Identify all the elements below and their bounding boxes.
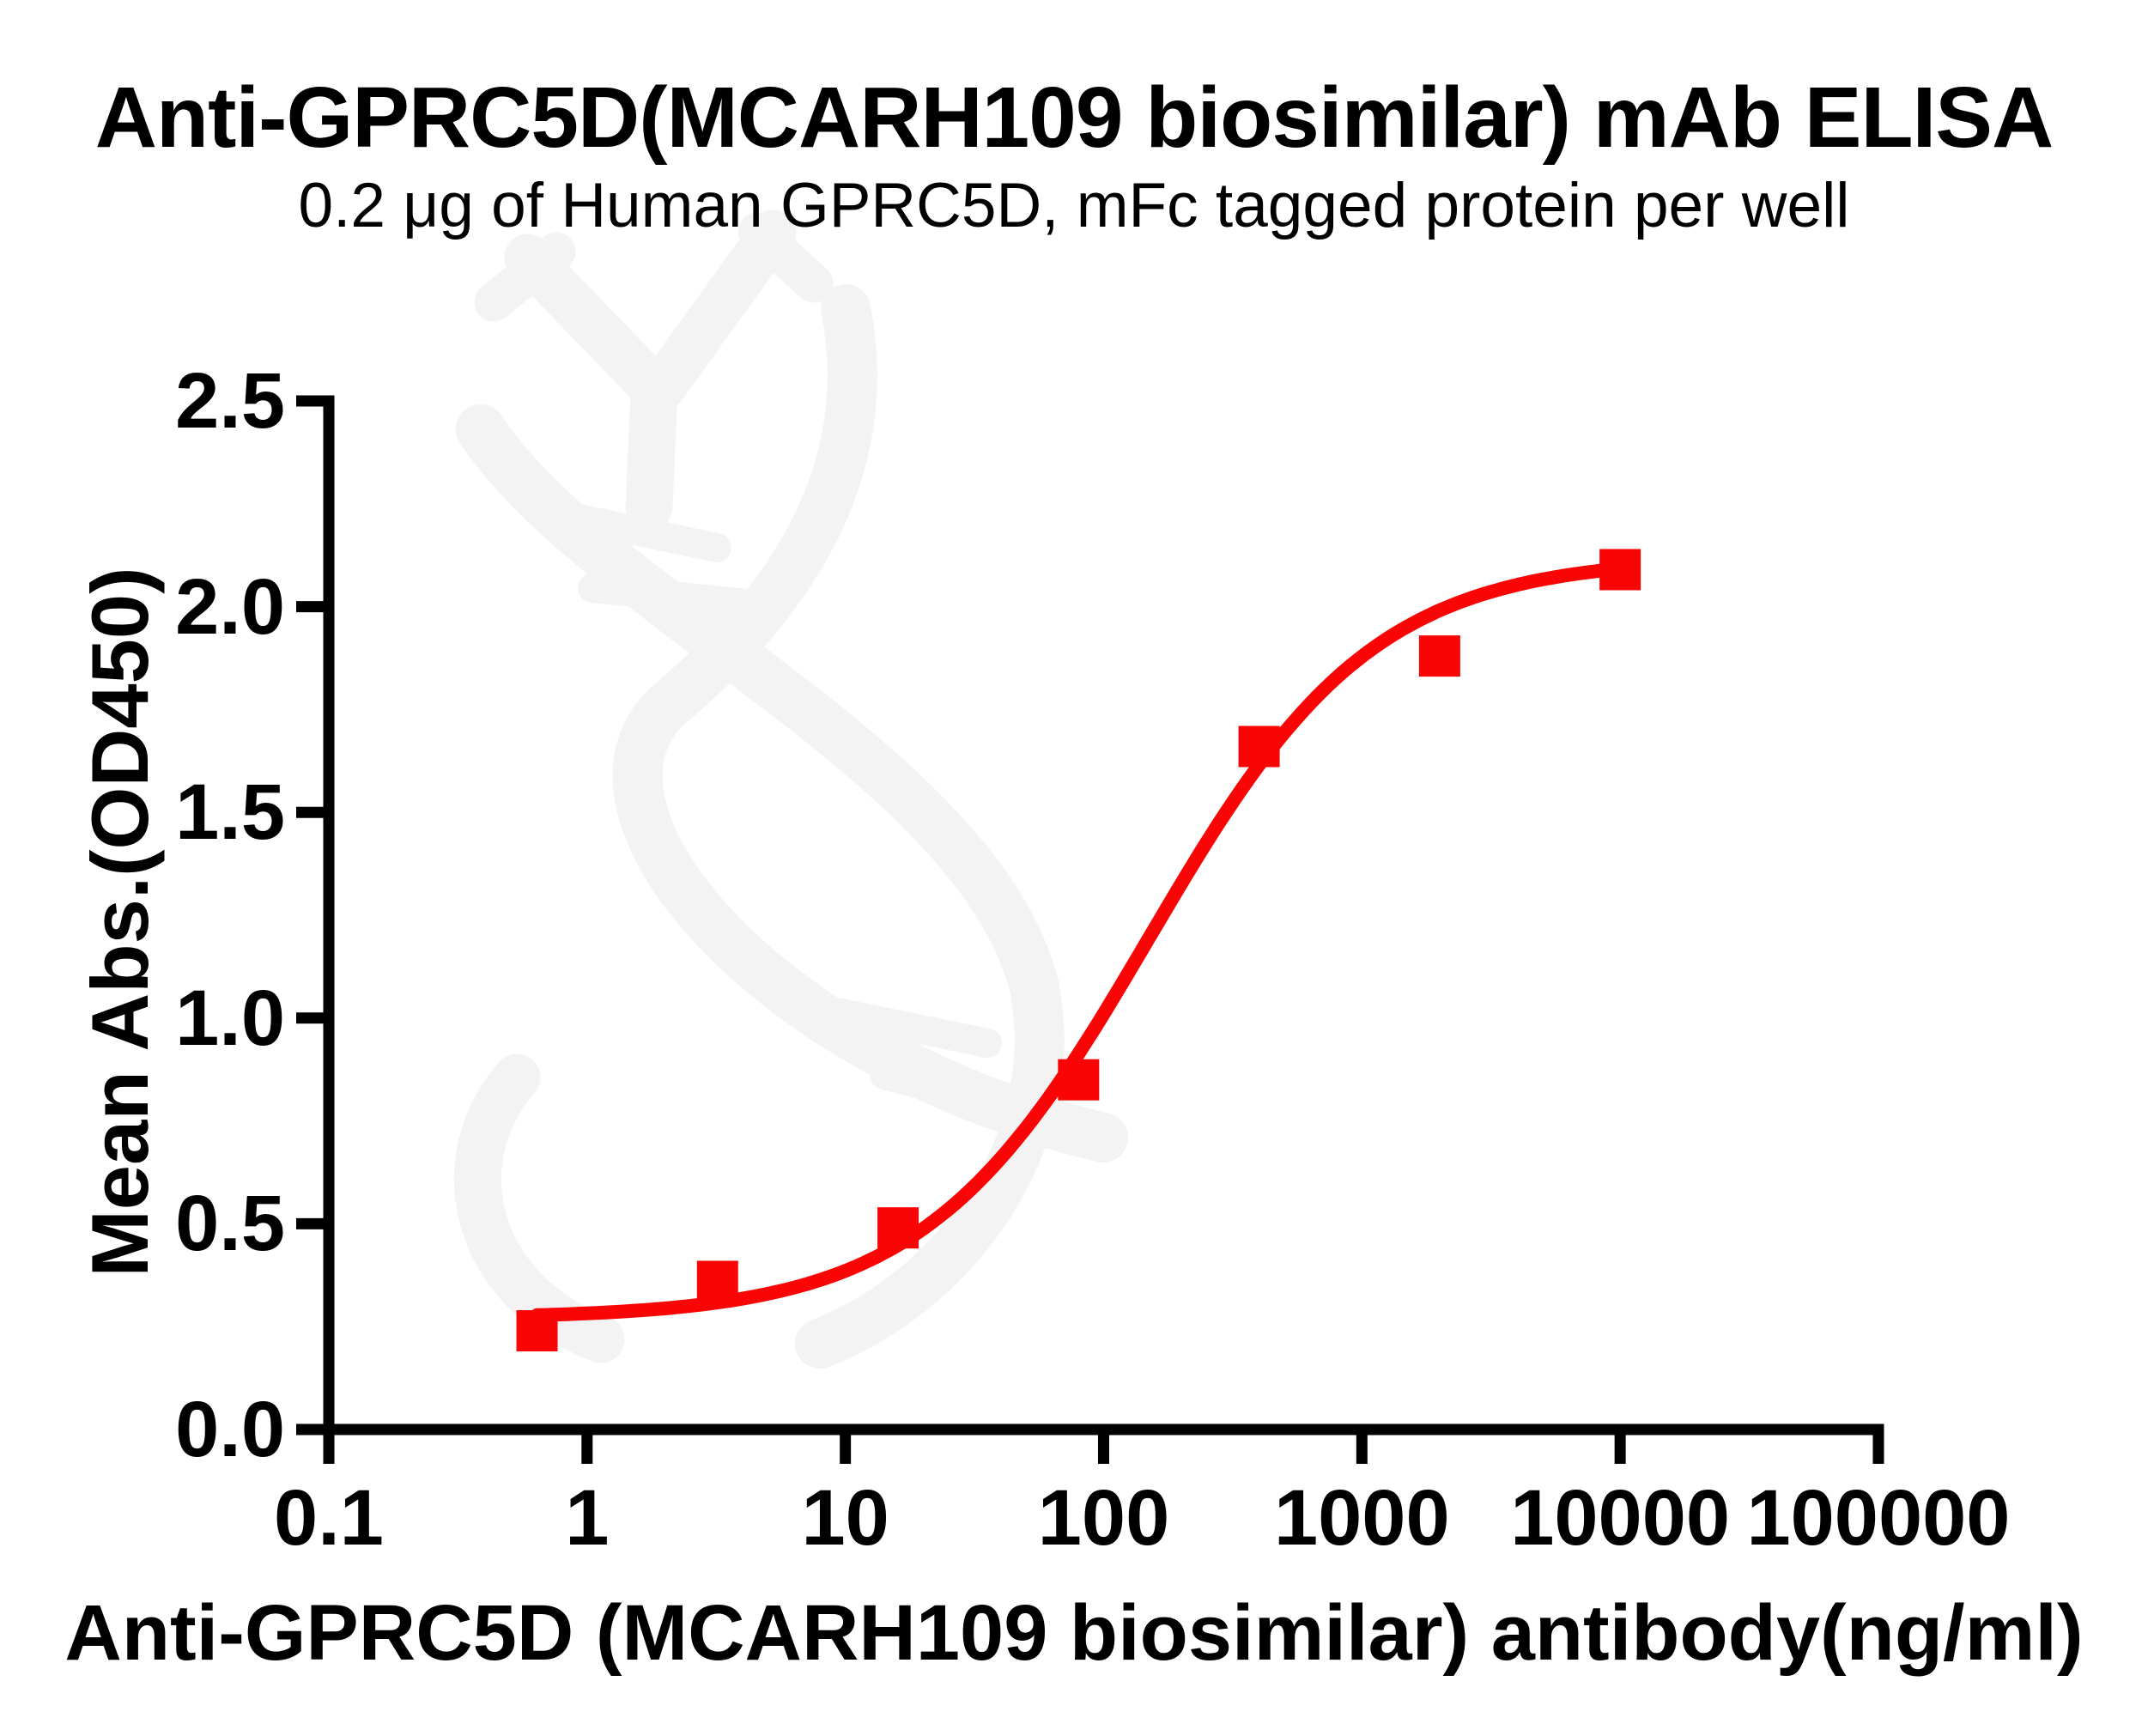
x-axis-title: Anti-GPRC5D (MCARH109 biosimilar) antibo… <box>64 1589 2084 1677</box>
y-tick-label: 2.0 <box>175 562 285 651</box>
y-tick-label: 1.0 <box>175 974 285 1062</box>
x-tick-label: 1 <box>565 1474 610 1562</box>
data-point-marker <box>516 1309 558 1351</box>
x-tick-label: 0.1 <box>274 1474 384 1562</box>
y-tick-label: 0.0 <box>175 1386 285 1473</box>
x-tick-label: 100 <box>1037 1474 1170 1562</box>
data-point-marker <box>1238 725 1280 768</box>
y-tick-label: 2.5 <box>175 357 285 445</box>
chart-subtitle: 0.2 μg of Human GPRC5D, mFc tagged prote… <box>298 171 1850 240</box>
data-point-marker <box>1418 635 1460 677</box>
fit-curve <box>530 561 1628 1322</box>
x-tick-label: 1000 <box>1273 1474 1450 1562</box>
data-point-marker <box>1058 1059 1100 1101</box>
x-tick-label: 100000 <box>1746 1474 2011 1562</box>
y-tick-label: 1.5 <box>175 768 285 857</box>
x-tick-label: 10000 <box>1510 1474 1731 1562</box>
chart-title: Anti-GPRC5D(MCARH109 biosimilar) mAb ELI… <box>94 70 2054 166</box>
data-point-marker <box>877 1207 919 1249</box>
data-point-marker <box>1599 549 1641 591</box>
data-point-marker <box>696 1260 738 1302</box>
x-tick-label: 10 <box>801 1474 889 1562</box>
y-tick-label: 0.5 <box>175 1180 285 1268</box>
